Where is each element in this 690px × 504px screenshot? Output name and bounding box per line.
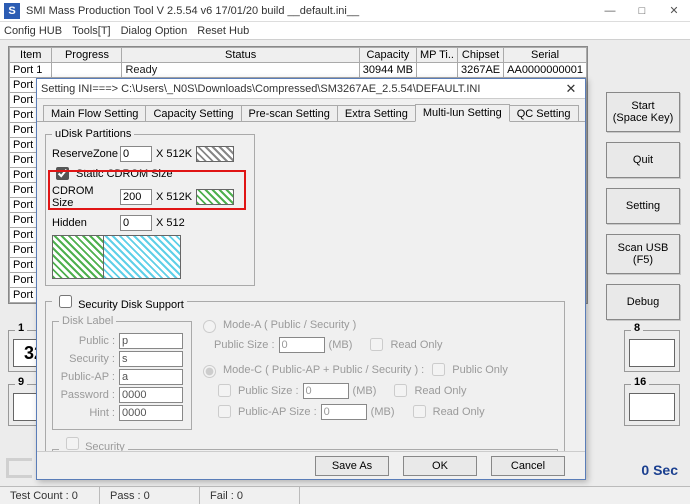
hidden-input[interactable]: [120, 215, 152, 231]
disk-label-group: Disk Label Public : Security : Public-AP…: [52, 315, 192, 430]
tab-prescan[interactable]: Pre-scan Setting: [241, 105, 338, 122]
public-only-checkbox: [432, 363, 445, 376]
dialog-title: Setting INI===> C:\Users\_N0S\Downloads\…: [41, 83, 480, 95]
security-support-checkbox[interactable]: [59, 295, 72, 308]
publicap-size-checkbox: [218, 405, 231, 418]
save-as-button[interactable]: Save As: [315, 456, 389, 476]
tab-main-flow[interactable]: Main Flow Setting: [43, 105, 146, 122]
dialog-tabs: Main Flow Setting Capacity Setting Pre-s…: [37, 99, 585, 121]
public-size-input: [279, 337, 325, 353]
c-public-size-input: [303, 383, 349, 399]
mode-c-radio: [203, 365, 216, 378]
window-minimize[interactable]: —: [594, 0, 626, 22]
th-capacity: Capacity: [359, 48, 416, 63]
security-preload-group: Security Preload FAT Select IMG Select: [52, 434, 558, 451]
tab-qc[interactable]: QC Setting: [509, 105, 579, 122]
status-pass: Pass : 0: [100, 487, 200, 504]
mode-a-radio: [203, 320, 216, 333]
readonly-c1-checkbox: [394, 384, 407, 397]
panel-16: 16: [624, 384, 680, 426]
partition-preview: [52, 235, 248, 279]
cdrom-label: CDROM Size: [52, 185, 116, 209]
action-buttons: Start (Space Key) Quit Setting Scan USB …: [606, 92, 680, 320]
status-test-count: Test Count : 0: [0, 487, 100, 504]
cdrom-input[interactable]: [120, 189, 152, 205]
scan-usb-button[interactable]: Scan USB (F5): [606, 234, 680, 274]
panel-8: 8: [624, 330, 680, 372]
cdrom-swatch: [196, 189, 234, 205]
table-header-row: Item Progress Status Capacity MP Ti.. Ch…: [10, 48, 587, 63]
security-label-input: [119, 351, 183, 367]
reserve-label: ReserveZone: [52, 148, 116, 160]
security-group: Security Disk Support Disk Label Public …: [45, 292, 565, 451]
hint-input: [119, 405, 183, 421]
publicap-label-input: [119, 369, 183, 385]
readonly-a-checkbox: [370, 338, 383, 351]
hidden-label: Hidden: [52, 217, 116, 229]
publicap-size-input: [321, 404, 367, 420]
app-icon: S: [4, 3, 20, 19]
debug-button[interactable]: Debug: [606, 284, 680, 320]
titlebar: S SMI Mass Production Tool V 2.5.54 v6 1…: [0, 0, 690, 22]
dialog-body: uDisk Partitions ReserveZone X 512K Stat…: [37, 121, 585, 451]
udisk-partitions-group: uDisk Partitions ReserveZone X 512K Stat…: [45, 128, 255, 286]
tab-multi-lun[interactable]: Multi-lun Setting: [415, 104, 510, 122]
th-item: Item: [10, 48, 52, 63]
workspace: Item Progress Status Capacity MP Ti.. Ch…: [0, 40, 690, 486]
th-serial: Serial: [504, 48, 587, 63]
menu-config-hub[interactable]: Config HUB: [4, 25, 62, 37]
table-row[interactable]: Port 1 Ready 30944 MB 3267AE AA000000000…: [10, 63, 587, 78]
menubar: Config HUB Tools[T] Dialog Option Reset …: [0, 22, 690, 40]
reserve-input[interactable]: [120, 146, 152, 162]
window-close[interactable]: ✕: [658, 0, 690, 22]
timer: 0 Sec: [641, 462, 678, 478]
watermark-icon: [6, 458, 32, 478]
security-preload-checkbox: [66, 437, 79, 450]
reserve-swatch: [196, 146, 234, 162]
dialog-footer: Save As OK Cancel: [37, 451, 585, 479]
setting-button[interactable]: Setting: [606, 188, 680, 224]
th-status: Status: [122, 48, 359, 63]
c-public-size-checkbox: [218, 384, 231, 397]
readonly-c2-checkbox: [413, 405, 426, 418]
ok-button[interactable]: OK: [403, 456, 477, 476]
status-fail: Fail : 0: [200, 487, 300, 504]
dialog-close[interactable]: ✕: [561, 81, 581, 97]
tab-extra[interactable]: Extra Setting: [337, 105, 416, 122]
password-input: [119, 387, 183, 403]
static-cdrom-checkbox[interactable]: [56, 167, 69, 180]
th-chipset: Chipset: [457, 48, 503, 63]
window-title: SMI Mass Production Tool V 2.5.54 v6 17/…: [24, 5, 594, 17]
th-progress: Progress: [52, 48, 122, 63]
window-maximize[interactable]: □: [626, 0, 658, 22]
cancel-button[interactable]: Cancel: [491, 456, 565, 476]
menu-dialog-option[interactable]: Dialog Option: [121, 25, 188, 37]
status-bar: Test Count : 0 Pass : 0 Fail : 0: [0, 486, 690, 504]
tab-capacity[interactable]: Capacity Setting: [145, 105, 241, 122]
settings-dialog: Setting INI===> C:\Users\_N0S\Downloads\…: [36, 78, 586, 480]
menu-tools[interactable]: Tools[T]: [72, 25, 111, 37]
th-mpti: MP Ti..: [416, 48, 457, 63]
public-label-input: [119, 333, 183, 349]
dialog-titlebar: Setting INI===> C:\Users\_N0S\Downloads\…: [37, 79, 585, 99]
menu-reset-hub[interactable]: Reset Hub: [197, 25, 249, 37]
quit-button[interactable]: Quit: [606, 142, 680, 178]
start-button[interactable]: Start (Space Key): [606, 92, 680, 132]
